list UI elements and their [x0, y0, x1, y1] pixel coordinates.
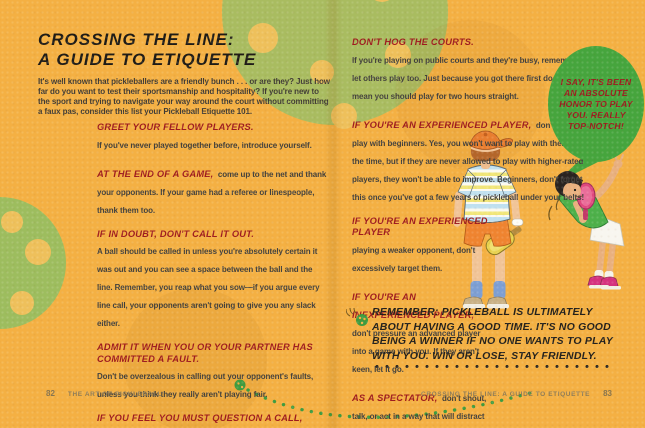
etiquette-tip: IF YOU'RE AN EXPERIENCED PLAYER playing …: [352, 216, 490, 276]
tip-heading: IF YOU'RE AN INEXPERIENCED PLAYER,: [352, 291, 475, 320]
tip-heading: IF YOU'RE AN EXPERIENCED PLAYER: [352, 215, 488, 238]
etiquette-tip: IF IN DOUBT, DON'T CALL IT OUT. A ball s…: [97, 229, 329, 332]
right-tips-column: DON'T HOG THE COURTS. If you're playing …: [352, 37, 592, 428]
tip-body: If you're playing on public courts and t…: [352, 55, 589, 101]
etiquette-tip: IF YOU FEEL YOU MUST QUESTION A CALL, st…: [97, 413, 329, 428]
tip-body: Don't be overzealous in calling out your…: [97, 372, 314, 399]
footer-label: CROSSING THE LINE: A GUIDE TO ETIQUETTE: [421, 391, 591, 398]
tip-body: playing a weaker opponent, don't excessi…: [352, 245, 476, 273]
page-gutter: [324, 0, 342, 428]
tip-heading: IF YOU'RE AN EXPERIENCED PLAYER,: [352, 119, 532, 130]
dotted-divider: [372, 364, 614, 369]
pickleball-icon: [0, 197, 66, 329]
speech-bubble-text: I SAY, IT'S BEEN AN ABSOLUTE HONOR TO PL…: [559, 76, 633, 131]
tip-body: If you've never played together before, …: [97, 140, 312, 150]
tip-body: A ball should be called in unless you're…: [97, 247, 320, 328]
etiquette-tip: IF YOU'RE AN INEXPERIENCED PLAYER, don't…: [352, 287, 490, 377]
tip-heading: GREET YOUR FELLOW PLAYERS.: [97, 122, 254, 132]
tip-heading: AS A SPECTATOR,: [352, 392, 438, 403]
page-number: 83: [603, 389, 612, 398]
right-page-footer: CROSSING THE LINE: A GUIDE TO ETIQUETTE …: [421, 389, 612, 398]
etiquette-tip: GREET YOUR FELLOW PLAYERS. If you've nev…: [97, 122, 329, 153]
tip-body: don't pressure an advanced player into a…: [352, 328, 481, 374]
tip-heading: DON'T HOG THE COURTS.: [352, 37, 474, 47]
tip-body: come up to the net and thank your oppone…: [97, 169, 327, 215]
tip-heading: AT THE END OF A GAME,: [97, 168, 214, 179]
boy-player-illustration: [453, 130, 524, 309]
pickleball-icon: [234, 379, 246, 391]
ghost-ball: [395, 20, 545, 170]
reminder-note: REMEMBER: PICKLEBALL IS ULTIMATELY ABOUT…: [372, 306, 613, 362]
footer-label: THE ART OF PICKLEBALL: [67, 391, 163, 398]
etiquette-tip: AS A SPECTATOR, don't shout, talk, or ac…: [352, 388, 490, 428]
etiquette-tip: ADMIT IT WHEN YOU OR YOUR PARTNER HAS CO…: [97, 342, 329, 402]
tip-heading: IF YOU FEEL YOU MUST QUESTION A CALL,: [97, 413, 303, 423]
etiquette-tip: AT THE END OF A GAME, come up to the net…: [97, 164, 329, 218]
tip-body: don't shout, talk, or act in a way that …: [352, 393, 487, 421]
page-number: 82: [46, 389, 55, 398]
tip-heading: IF IN DOUBT, DON'T CALL IT OUT.: [97, 228, 255, 239]
pickleball-icon: [346, 307, 368, 326]
tip-heading: ADMIT IT WHEN YOU OR YOUR PARTNER HAS CO…: [97, 342, 313, 364]
page-title: CROSSING THE LINE: A GUIDE TO ETIQUETTE: [38, 30, 338, 70]
ball-trajectory-dots: [246, 388, 532, 419]
etiquette-tip: DON'T HOG THE COURTS. If you're playing …: [352, 37, 592, 104]
pink-paddle-icon: [576, 182, 596, 220]
page-title-line2: A GUIDE TO ETIQUETTE: [38, 50, 257, 69]
page-title-line1: CROSSING THE LINE:: [38, 30, 235, 49]
left-page-footer: 82 THE ART OF PICKLEBALL: [46, 389, 162, 398]
left-tips-column: GREET YOUR FELLOW PLAYERS. If you've nev…: [97, 122, 329, 428]
pickleball-icon: [222, 0, 448, 129]
ghost-ball: [123, 288, 267, 428]
intro-paragraph: It's well known that pickleballers are a…: [38, 77, 330, 116]
speech-bubble: I SAY, IT'S BEEN AN ABSOLUTE HONOR TO PL…: [548, 46, 644, 162]
